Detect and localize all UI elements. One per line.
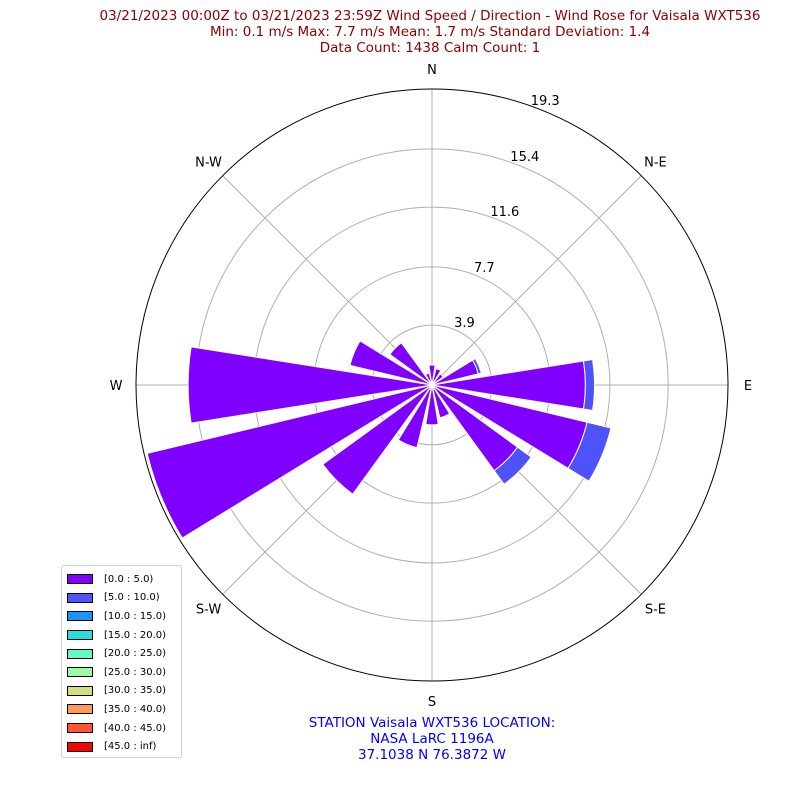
- direction-label: S: [428, 695, 436, 710]
- legend-swatch: [67, 592, 93, 603]
- legend-label: [0.0 : 5.0): [104, 573, 154, 585]
- legend-swatch: [67, 741, 93, 752]
- legend-label: [15.0 : 20.0): [104, 629, 167, 641]
- polar-labels: 3.9 7.7 11.6 15.4 19.3 N N-E E S-E S S-W W N-W: [110, 63, 753, 710]
- legend-item: [10.0 : 15.0): [67, 607, 181, 626]
- wind-bar-1: [493, 446, 532, 485]
- direction-label: S-E: [645, 602, 666, 617]
- direction-label: E: [744, 379, 752, 394]
- legend-item: [40.0 : 45.0): [67, 719, 181, 738]
- radial-tick-label: 15.4: [510, 150, 539, 165]
- wind-bar-0: [431, 384, 451, 419]
- legend-label: [25.0 : 30.0): [104, 666, 167, 678]
- legend-swatch: [67, 630, 93, 641]
- wind-bar-0: [187, 346, 433, 424]
- legend-label: [10.0 : 15.0): [104, 610, 167, 622]
- direction-label: W: [110, 379, 123, 394]
- legend-item: [35.0 : 40.0): [67, 700, 181, 719]
- radial-tick-label: 7.7: [474, 261, 495, 276]
- wind-bar-0: [431, 367, 442, 386]
- legend-swatch: [67, 667, 93, 678]
- legend-label: [20.0 : 25.0): [104, 648, 167, 660]
- direction-label: N-E: [644, 156, 667, 171]
- radial-tick-label: 11.6: [490, 205, 519, 220]
- radial-tick-label: 19.3: [531, 94, 560, 109]
- radial-tick-label: 3.9: [454, 316, 475, 331]
- title-line-2: Min: 0.1 m/s Max: 7.7 m/s Mean: 1.7 m/s …: [209, 24, 651, 40]
- legend-item: [0.0 : 5.0): [67, 570, 181, 589]
- wind-bar-0: [431, 373, 444, 386]
- wind-bar-0: [322, 384, 433, 495]
- chart-title: 03/21/2023 00:00Z to 03/21/2023 23:59Z W…: [80, 8, 780, 56]
- legend-label: [45.0 : inf): [104, 741, 157, 753]
- legend-item: [5.0 : 10.0): [67, 589, 181, 608]
- wind-bar-1: [471, 357, 482, 375]
- legend-swatch: [67, 648, 93, 659]
- legend-item: [45.0 : inf): [67, 737, 181, 756]
- legend-item: [30.0 : 35.0): [67, 682, 181, 701]
- legend-item: [20.0 : 25.0): [67, 644, 181, 663]
- legend-swatch: [67, 574, 93, 585]
- legend-label: [40.0 : 45.0): [104, 722, 167, 734]
- wind-bar-1: [567, 421, 612, 482]
- direction-label: N: [427, 63, 437, 78]
- title-line-3: Data Count: 1438 Calm Count: 1: [319, 40, 541, 56]
- wind-bar-0: [425, 384, 439, 426]
- legend-swatch: [67, 723, 93, 734]
- wind-bar-0: [146, 384, 433, 539]
- legend-item: [15.0 : 20.0): [67, 626, 181, 645]
- legend: [0.0 : 5.0) [5.0 : 10.0) [10.0 : 15.0) [15.…: [61, 565, 182, 758]
- direction-label: N-W: [195, 156, 222, 171]
- direction-label: S-W: [196, 602, 221, 617]
- legend-item: [25.0 : 30.0): [67, 663, 181, 682]
- legend-swatch: [67, 704, 93, 715]
- wind-bar-0: [389, 342, 433, 386]
- wind-bar-0: [428, 364, 436, 386]
- station-line-1: STATION Vaisala WXT536 LOCATION:: [308, 715, 556, 731]
- legend-label: [35.0 : 40.0): [104, 703, 167, 715]
- legend-label: [30.0 : 35.0): [104, 685, 167, 697]
- wind-bars: [146, 340, 612, 539]
- wind-bar-0: [397, 384, 433, 449]
- legend-swatch: [67, 611, 93, 622]
- wind-bar-0: [349, 340, 433, 386]
- polar-frame: [135, 88, 729, 682]
- wind-bar-1: [582, 358, 595, 412]
- wind-bar-0: [424, 372, 433, 386]
- legend-swatch: [67, 685, 93, 696]
- angular-gridline: [431, 175, 642, 386]
- station-info: STATION Vaisala WXT536 LOCATION: NASA La…: [232, 715, 632, 763]
- station-line-3: 37.1038 N 76.3872 W: [358, 747, 506, 763]
- legend-label: [5.0 : 10.0): [104, 592, 160, 604]
- title-line-1: 03/21/2023 00:00Z to 03/21/2023 23:59Z W…: [99, 8, 761, 24]
- station-line-2: NASA LaRC 1196A: [370, 731, 494, 747]
